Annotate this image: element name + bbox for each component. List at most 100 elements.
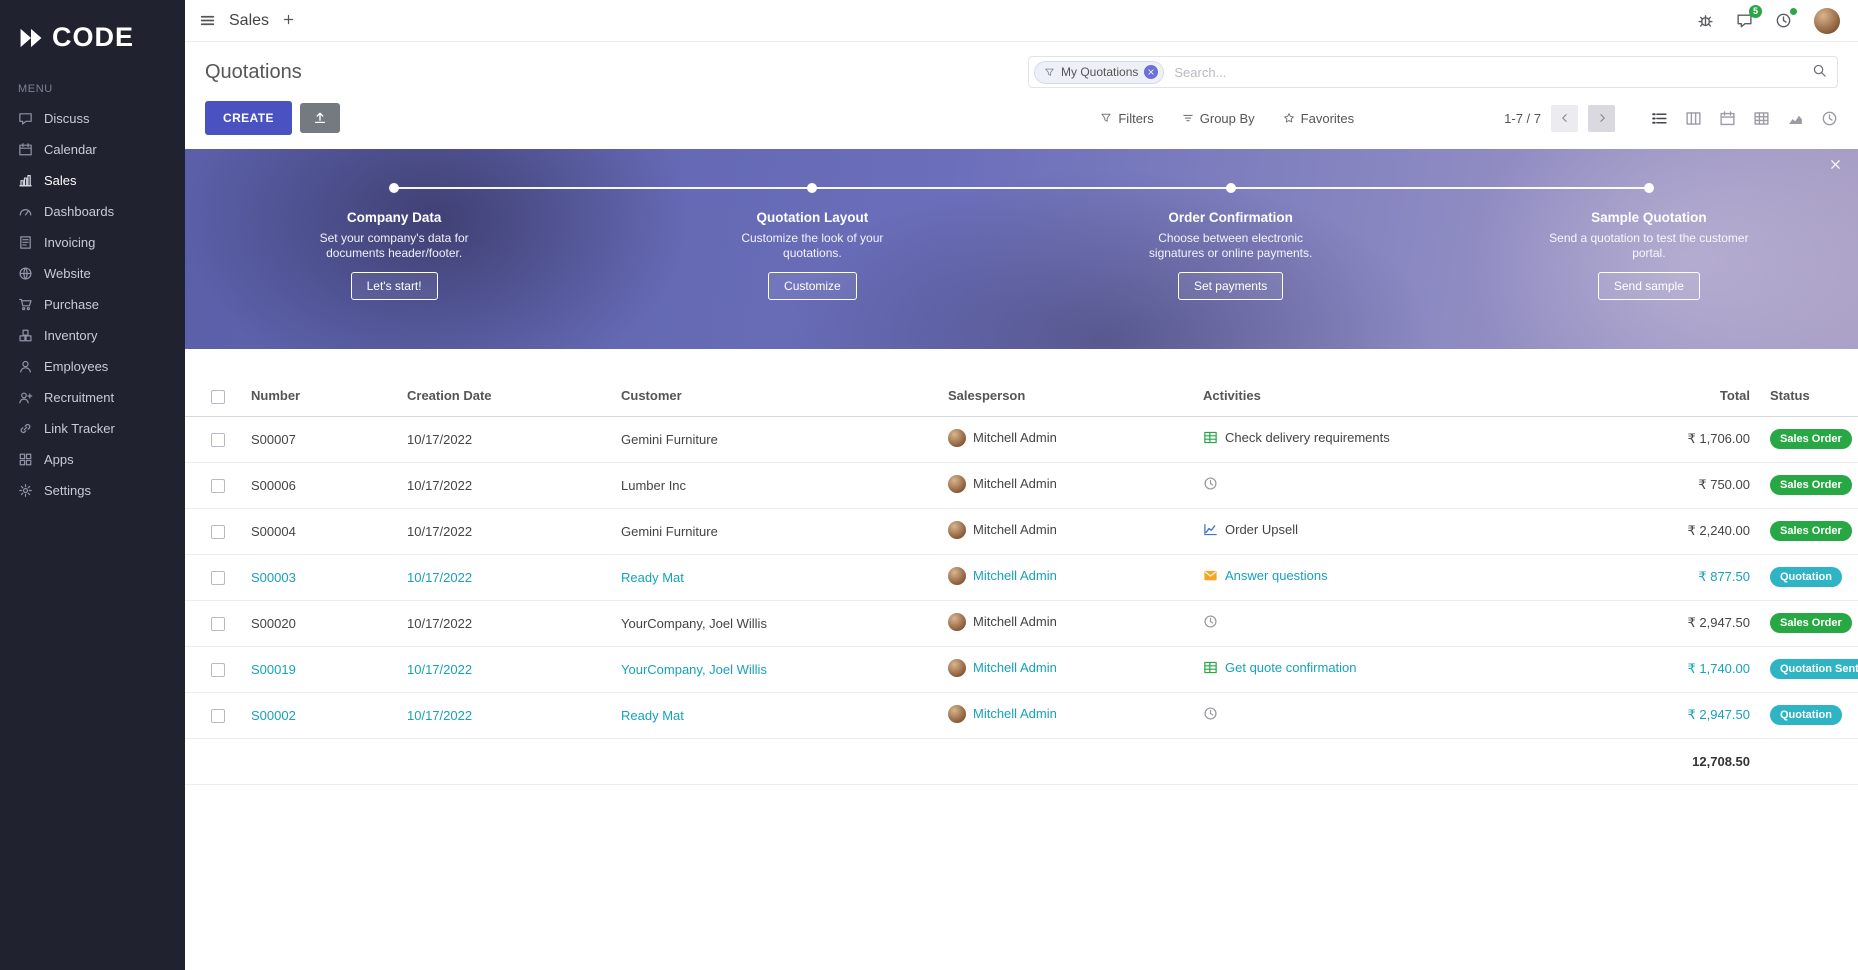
quotation-number[interactable]: S00004 bbox=[231, 508, 387, 555]
sidebar-item-settings[interactable]: Settings bbox=[0, 475, 185, 506]
row-checkbox[interactable] bbox=[211, 570, 225, 585]
activity-cell[interactable] bbox=[1183, 462, 1607, 509]
sidebar-item-dashboards[interactable]: Dashboards bbox=[0, 196, 185, 227]
step-action-button[interactable]: Set payments bbox=[1177, 272, 1284, 300]
customer-name[interactable]: YourCompany, Joel Willis bbox=[601, 646, 928, 693]
quotation-number[interactable]: S00003 bbox=[231, 554, 387, 601]
activity-cell[interactable]: Get quote confirmation bbox=[1183, 646, 1607, 693]
header-number[interactable]: Number bbox=[231, 373, 387, 417]
creation-date[interactable]: 10/17/2022 bbox=[387, 554, 601, 601]
customer-name[interactable]: Gemini Furniture bbox=[601, 508, 928, 555]
group-by-button[interactable]: Group By bbox=[1182, 111, 1255, 126]
sidebar-item-link-tracker[interactable]: Link Tracker bbox=[0, 413, 185, 444]
salesperson-cell[interactable]: Mitchell Admin bbox=[928, 600, 1183, 647]
facet-remove-button[interactable] bbox=[1144, 65, 1159, 79]
header-salesperson[interactable]: Salesperson bbox=[928, 373, 1183, 417]
header-creation-date[interactable]: Creation Date bbox=[387, 373, 601, 417]
creation-date[interactable]: 10/17/2022 bbox=[387, 508, 601, 555]
hamburger-menu-icon[interactable] bbox=[199, 12, 216, 29]
add-tab-button[interactable] bbox=[282, 13, 295, 29]
banner-close-button[interactable] bbox=[1829, 158, 1842, 174]
create-button[interactable]: CREATE bbox=[205, 101, 292, 135]
customer-name[interactable]: Gemini Furniture bbox=[601, 416, 928, 463]
activity-cell[interactable] bbox=[1183, 692, 1607, 739]
debug-button[interactable] bbox=[1697, 12, 1714, 29]
sidebar-item-calendar[interactable]: Calendar bbox=[0, 134, 185, 165]
sidebar-item-invoicing[interactable]: Invoicing bbox=[0, 227, 185, 258]
creation-date[interactable]: 10/17/2022 bbox=[387, 600, 601, 647]
salesperson-cell[interactable]: Mitchell Admin bbox=[928, 554, 1183, 601]
sidebar-item-employees[interactable]: Employees bbox=[0, 351, 185, 382]
header-customer[interactable]: Customer bbox=[601, 373, 928, 417]
row-checkbox[interactable] bbox=[211, 432, 225, 447]
step-action-button[interactable]: Customize bbox=[768, 272, 857, 300]
app-logo[interactable]: CODE bbox=[0, 0, 185, 67]
customer-name[interactable]: Ready Mat bbox=[601, 692, 928, 739]
salesperson-cell[interactable]: Mitchell Admin bbox=[928, 462, 1183, 509]
row-checkbox[interactable] bbox=[211, 662, 225, 677]
quotation-row-S00004[interactable]: S00004 10/17/2022 Gemini Furniture Mitchell… bbox=[185, 508, 1858, 555]
sidebar-item-purchase[interactable]: Purchase bbox=[0, 289, 185, 320]
creation-date[interactable]: 10/17/2022 bbox=[387, 646, 601, 693]
header-total[interactable]: Total bbox=[1607, 373, 1750, 417]
activity-cell[interactable]: Answer questions bbox=[1183, 554, 1607, 601]
header-status[interactable]: Status bbox=[1750, 373, 1858, 417]
activity-cell[interactable] bbox=[1183, 600, 1607, 647]
quotation-row-S00007[interactable]: S00007 10/17/2022 Gemini Furniture Mitchell… bbox=[185, 416, 1858, 463]
sidebar-item-sales[interactable]: Sales bbox=[0, 165, 185, 196]
salesperson-cell[interactable]: Mitchell Admin bbox=[928, 508, 1183, 555]
filters-button[interactable]: Filters bbox=[1100, 111, 1154, 126]
creation-date[interactable]: 10/17/2022 bbox=[387, 462, 601, 509]
step-action-button[interactable]: Send sample bbox=[1597, 272, 1700, 300]
activities-button[interactable] bbox=[1775, 7, 1798, 29]
view-switch-kanban[interactable] bbox=[1685, 110, 1702, 127]
quotation-number[interactable]: S00002 bbox=[231, 692, 387, 739]
row-checkbox[interactable] bbox=[211, 478, 225, 493]
quotation-row-S00002[interactable]: S00002 10/17/2022 Ready Mat Mitchell Admin ₹… bbox=[185, 692, 1858, 739]
quotation-row-S00019[interactable]: S00019 10/17/2022 YourCompany, Joel Willis… bbox=[185, 646, 1858, 693]
view-switch-list[interactable] bbox=[1651, 110, 1668, 127]
salesperson-cell[interactable]: Mitchell Admin bbox=[928, 692, 1183, 739]
select-all-checkbox[interactable] bbox=[211, 389, 225, 404]
customer-name[interactable]: YourCompany, Joel Willis bbox=[601, 600, 928, 647]
salesperson-cell[interactable]: Mitchell Admin bbox=[928, 416, 1183, 463]
creation-date[interactable]: 10/17/2022 bbox=[387, 692, 601, 739]
view-switch-activity[interactable] bbox=[1821, 110, 1838, 127]
quotation-number[interactable]: S00006 bbox=[231, 462, 387, 509]
sidebar-item-website[interactable]: Website bbox=[0, 258, 185, 289]
pager-previous-button[interactable] bbox=[1551, 104, 1578, 132]
view-switch-pivot[interactable] bbox=[1753, 110, 1770, 127]
import-button[interactable] bbox=[299, 103, 340, 133]
customer-name[interactable]: Lumber Inc bbox=[601, 462, 928, 509]
search-submit[interactable] bbox=[1812, 63, 1827, 81]
current-app-name[interactable]: Sales bbox=[229, 11, 270, 29]
sidebar-item-discuss[interactable]: Discuss bbox=[0, 103, 185, 134]
pager-next-button[interactable] bbox=[1588, 104, 1615, 132]
quotation-number[interactable]: S00007 bbox=[231, 416, 387, 463]
view-switch-calendar[interactable] bbox=[1719, 110, 1736, 127]
sidebar-item-apps[interactable]: Apps bbox=[0, 444, 185, 475]
search-facet[interactable]: My Quotations bbox=[1034, 60, 1165, 84]
quotation-row-S00020[interactable]: S00020 10/17/2022 YourCompany, Joel Willis… bbox=[185, 600, 1858, 647]
row-checkbox[interactable] bbox=[211, 616, 225, 631]
header-activities[interactable]: Activities bbox=[1183, 373, 1607, 417]
sidebar-item-inventory[interactable]: Inventory bbox=[0, 320, 185, 351]
creation-date[interactable]: 10/17/2022 bbox=[387, 416, 601, 463]
search-box[interactable]: My Quotations bbox=[1028, 56, 1838, 88]
favorites-button[interactable]: Favorites bbox=[1283, 111, 1354, 126]
activity-cell[interactable]: Check delivery requirements bbox=[1183, 416, 1607, 463]
row-checkbox[interactable] bbox=[211, 708, 225, 723]
messages-button[interactable]: 5 bbox=[1736, 5, 1762, 29]
activity-cell[interactable]: Order Upsell bbox=[1183, 508, 1607, 555]
search-input[interactable] bbox=[1172, 63, 1804, 81]
customer-name[interactable]: Ready Mat bbox=[601, 554, 928, 601]
quotation-number[interactable]: S00020 bbox=[231, 600, 387, 647]
row-checkbox[interactable] bbox=[211, 524, 225, 539]
view-switch-graph[interactable] bbox=[1787, 110, 1804, 127]
step-action-button[interactable]: Let's start! bbox=[350, 272, 438, 300]
quotation-row-S00006[interactable]: S00006 10/17/2022 Lumber Inc Mitchell Admin… bbox=[185, 462, 1858, 509]
quotation-row-S00003[interactable]: S00003 10/17/2022 Ready Mat Mitchell Admin A… bbox=[185, 554, 1858, 601]
quotation-number[interactable]: S00019 bbox=[231, 646, 387, 693]
salesperson-cell[interactable]: Mitchell Admin bbox=[928, 646, 1183, 693]
sidebar-item-recruitment[interactable]: Recruitment bbox=[0, 382, 185, 413]
